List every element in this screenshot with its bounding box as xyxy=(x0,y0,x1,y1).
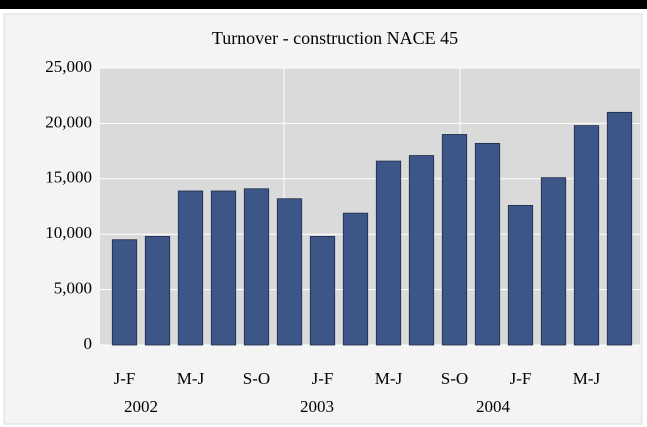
y-tick-label: 25,000 xyxy=(45,57,92,76)
bar xyxy=(441,134,468,346)
bar xyxy=(408,155,435,346)
y-tick-label: 5,000 xyxy=(54,279,92,298)
bar xyxy=(309,236,336,346)
bar xyxy=(375,160,402,346)
bar xyxy=(111,239,138,346)
bar xyxy=(210,190,237,346)
x-tick-label: M-J xyxy=(573,369,601,388)
y-tick-label: 10,000 xyxy=(45,223,92,242)
y-tick-label: 15,000 xyxy=(45,168,92,187)
top-bar xyxy=(0,0,647,9)
x-tick-label: J-F xyxy=(510,369,532,388)
year-label: 2003 xyxy=(300,397,334,416)
bar xyxy=(177,190,204,346)
year-label: 2004 xyxy=(476,397,511,416)
bar xyxy=(606,111,633,346)
x-tick-label: M-J xyxy=(177,369,205,388)
bar xyxy=(474,142,501,346)
x-tick-label: S-O xyxy=(441,369,468,388)
y-tick-label: 0 xyxy=(84,334,93,353)
bar xyxy=(540,177,567,346)
bar xyxy=(144,236,171,346)
bar xyxy=(243,188,270,346)
x-tick-label: S-O xyxy=(243,369,270,388)
bar xyxy=(507,204,534,346)
year-label: 2002 xyxy=(124,397,158,416)
y-tick-label: 20,000 xyxy=(45,112,92,131)
x-tick-label: M-J xyxy=(375,369,403,388)
x-tick-label: J-F xyxy=(114,369,136,388)
chart-title: Turnover - construction NACE 45 xyxy=(212,28,458,48)
bar xyxy=(573,125,600,346)
bar xyxy=(342,212,369,346)
x-tick-label: J-F xyxy=(312,369,334,388)
bar xyxy=(276,198,303,346)
